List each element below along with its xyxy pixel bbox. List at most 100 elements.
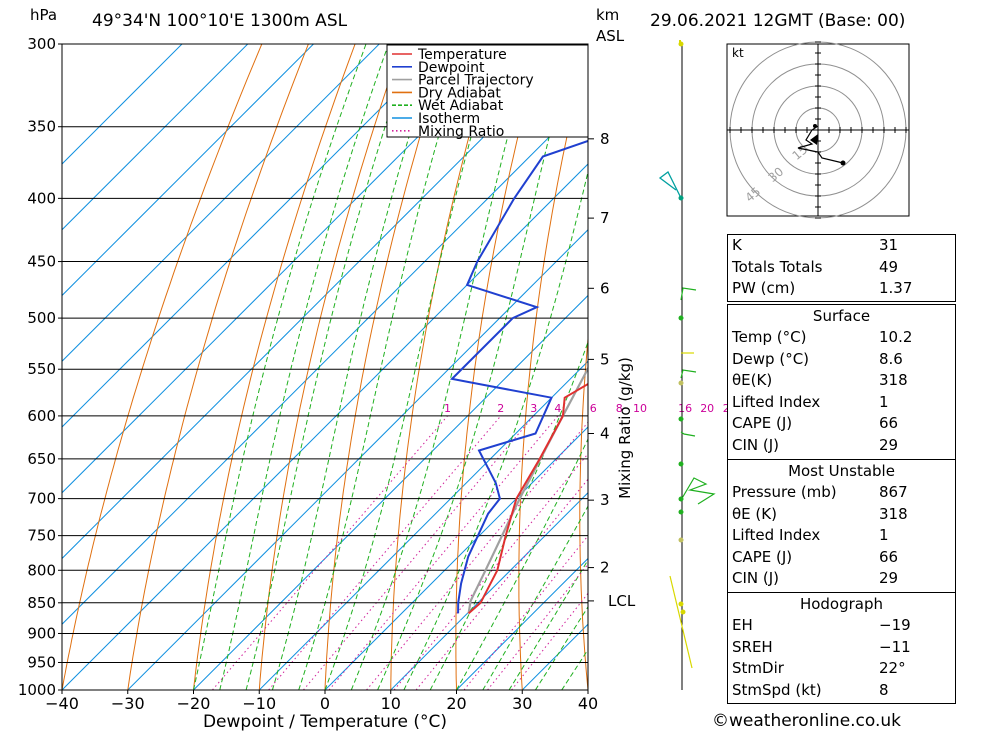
mixing-ratio-label: 4 (554, 402, 561, 415)
surface-panel: Surface Temp (°C) 10.2 Dewp (°C) 8.6 θE(K)… (727, 304, 956, 460)
dry-adiabat-line (639, 44, 682, 690)
wet-adiabat-line (298, 44, 467, 690)
wind-marker-850 (678, 601, 684, 607)
hodo-row: StmSpd (kt) 8 (728, 680, 955, 702)
surface-value: 66 (879, 414, 899, 433)
most-unstable-title: Most Unstable (788, 462, 895, 480)
dry-adiabat-line (127, 44, 309, 690)
mu-value: 318 (879, 504, 908, 523)
hodo-value: 22° (879, 659, 906, 678)
isotherm-line (62, 44, 314, 297)
wind-barb-560 (680, 369, 697, 379)
km-tick-label: 2 (600, 559, 610, 577)
dry-adiabat-line (455, 44, 542, 690)
wind-barb-480 (680, 287, 697, 301)
hodo-label: StmSpd (kt) (732, 680, 822, 699)
mu-row: Pressure (mb) 867 (728, 482, 955, 504)
pressure-axis: 300 350 400 450 500 550 600 650 700 750 800 850 900 9… (18, 35, 62, 699)
wet-adiabat-line (219, 44, 390, 690)
mu-value: 867 (879, 483, 908, 501)
mu-label: CAPE (J) (732, 547, 793, 566)
isotherm-line (62, 44, 512, 494)
isotherm-line (456, 557, 588, 690)
hodo-label: SREH (732, 637, 773, 656)
wind-marker-750 (678, 537, 684, 543)
wet-adiabat-line (429, 340, 588, 690)
mixing-ratio-line (328, 415, 559, 690)
indices-general-panel: K 31 Totals Totals 49 PW (cm) 1.37 (727, 234, 956, 302)
pressure-tick-label: 550 (27, 360, 56, 378)
surface-label: Temp (°C) (732, 328, 807, 346)
mixing-ratio-line (303, 415, 535, 690)
index-value: 1.37 (879, 279, 913, 298)
mu-row: CAPE (J) 66 (728, 547, 955, 569)
wet-adiabat-line (245, 44, 413, 690)
surface-value: 10.2 (879, 328, 913, 346)
index-row-k: K 31 (728, 235, 955, 257)
wind-marker-700 (678, 496, 684, 502)
isotherm-line (62, 44, 446, 428)
legend-label: Isotherm (418, 111, 480, 127)
isotherm-line (127, 229, 588, 690)
isotherm-line (62, 44, 577, 560)
plot-frame (61, 43, 589, 691)
x-axis-label: Dewpoint / Temperature (°C) (203, 712, 447, 732)
mu-value: 29 (879, 569, 899, 588)
mixing-ratio-axis-label: Mixing Ratio (g/kg) (616, 357, 634, 499)
surface-value: 1 (879, 392, 889, 411)
mixing-ratio-line (415, 478, 588, 690)
dry-adiabat-line (324, 44, 449, 690)
wind-profile (658, 40, 716, 690)
km-tick-label: 4 (600, 425, 610, 443)
mixing-ratio-label: 20 (700, 402, 714, 415)
mixing-ratio-label: 3 (530, 402, 537, 415)
mu-row: θE (K) 318 (728, 504, 955, 526)
km-tick-label: 6 (600, 279, 610, 297)
hodograph: kt 15 30 45 (726, 41, 910, 219)
surface-value: 8.6 (879, 349, 903, 368)
legend-label: Dry Adiabat (418, 85, 501, 101)
dry-adiabat-line (696, 44, 728, 690)
hodo-value: −11 (879, 637, 911, 656)
pressure-tick-label: 450 (27, 253, 56, 271)
datetime-title: 29.06.2021 12GMT (Base: 00) (650, 11, 905, 31)
hodo-value: 8 (879, 680, 889, 699)
mixing-ratio-label: 8 (616, 402, 623, 415)
hodograph-title: Hodograph (799, 595, 884, 613)
km-tick-label: 8 (600, 130, 610, 148)
isotherm-line (324, 426, 588, 690)
wind-barb-620 (680, 431, 696, 437)
surface-label: CIN (J) (732, 435, 780, 454)
hodograph-arrow (810, 134, 818, 145)
km-label: km (596, 6, 619, 24)
km-tick-label: 7 (600, 209, 610, 227)
legend-label: Parcel Trajectory (418, 73, 534, 89)
mu-value: 66 (879, 547, 899, 566)
temp-tick-label: −30 (111, 694, 145, 713)
legend-box (386, 44, 589, 138)
surface-row: CIN (J) 29 (728, 435, 955, 457)
isotherm-line (62, 44, 249, 231)
temp-tick-label: −40 (45, 694, 79, 713)
mixing-ratio-labels: 12346810162025 (444, 402, 737, 415)
pressure-tick-label: 850 (27, 594, 56, 612)
mu-label: CIN (J) (732, 569, 780, 588)
mu-label: θE (K) (732, 504, 777, 523)
index-label: PW (cm) (732, 279, 796, 298)
index-row-pw: PW (cm) 1.37 (728, 278, 955, 300)
surface-row: Dewp (°C) 8.6 (728, 349, 955, 371)
temperature-axis: −40 −30 −20 −10 0 10 20 30 40 (45, 690, 598, 713)
hodo-row: EH −19 (728, 615, 955, 637)
temperature-line (467, 382, 588, 615)
hodo-row: SREH −11 (728, 637, 955, 659)
isotherm-line (62, 44, 183, 165)
profile-lines (449, 139, 588, 615)
pressure-tick-label: 800 (27, 561, 56, 579)
surface-row: θE(K) 318 (728, 370, 955, 392)
mixing-ratio-label: 1 (444, 402, 451, 415)
index-row-totals: Totals Totals 49 (728, 257, 955, 279)
temp-tick-label: 30 (512, 694, 532, 713)
pressure-tick-label: 1000 (18, 681, 56, 699)
pressure-tick-label: 650 (27, 450, 56, 468)
